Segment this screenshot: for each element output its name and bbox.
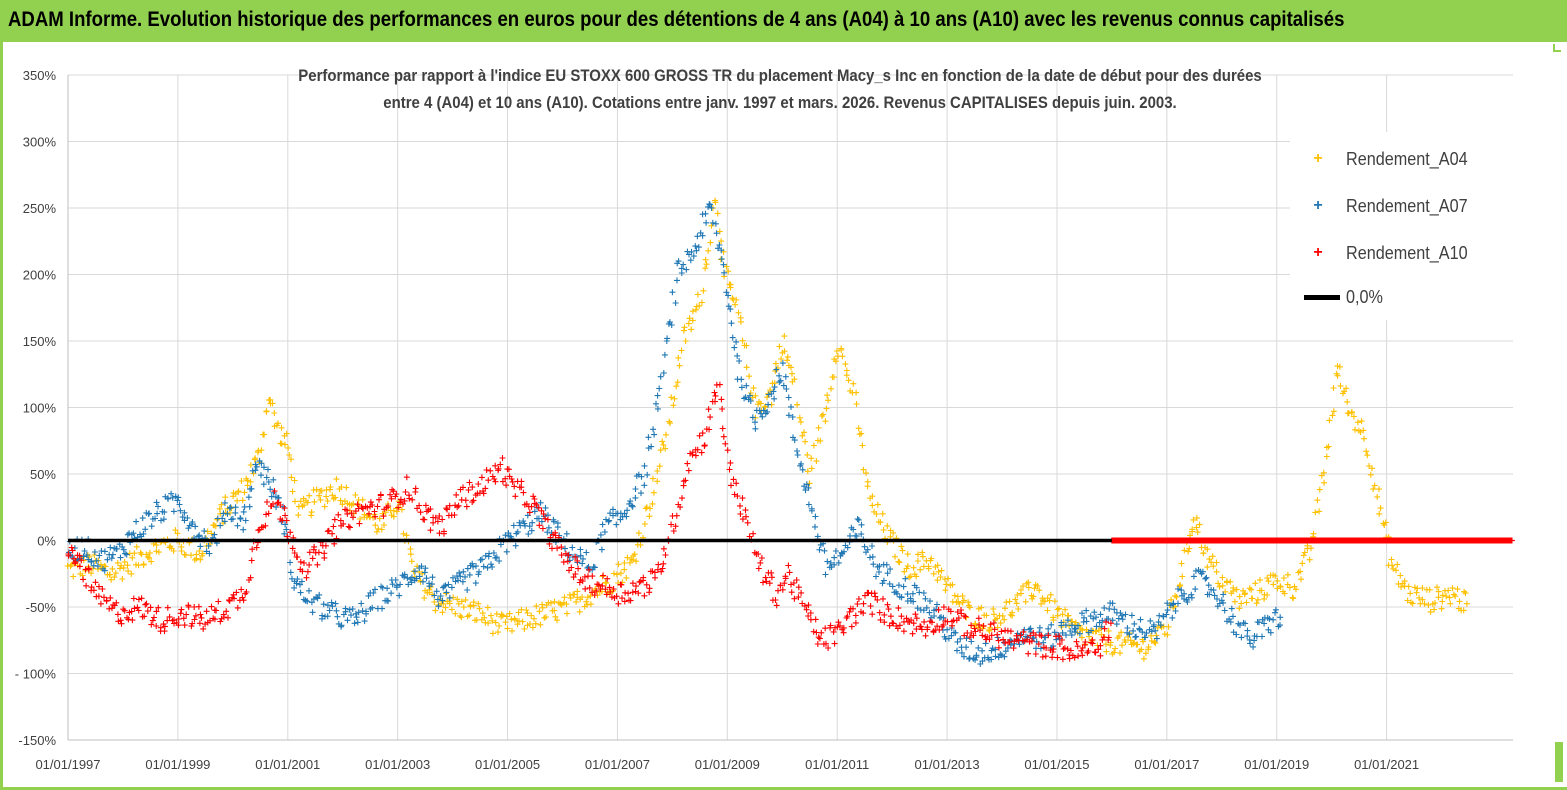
legend-label-zero: 0,0%: [1346, 286, 1383, 307]
x-tick-label: 01/01/2007: [585, 757, 650, 772]
series-a07: [66, 201, 1284, 667]
y-tick-label: 250%: [23, 201, 57, 216]
x-tick-label: 01/01/1999: [145, 757, 210, 772]
legend-label-a10: Rendement_A10: [1346, 242, 1468, 263]
legend-item-a04: + Rendement_A04: [1290, 144, 1530, 174]
x-tick-label: 01/01/2005: [475, 757, 540, 772]
chart-title-line-1: Performance par rapport à l'indice EU ST…: [298, 66, 1262, 85]
x-tick-label: 01/01/2017: [1134, 757, 1199, 772]
series-layer: [64, 197, 1515, 667]
chart-title: Performance par rapport à l'indice EU ST…: [234, 62, 1325, 116]
x-tick-label: 01/01/2013: [915, 757, 980, 772]
data-point-markers: [64, 197, 1470, 662]
y-tick-label: 150%: [23, 334, 57, 349]
legend-item-a10: + Rendement_A10: [1290, 238, 1530, 268]
y-tick-label: -50%: [26, 600, 57, 615]
x-tick-label: 01/01/2015: [1024, 757, 1089, 772]
series-a10: [65, 381, 1114, 663]
x-tick-label: 01/01/2011: [805, 757, 869, 772]
legend-item-zero: 0,0%: [1290, 282, 1530, 312]
tick-label-layer: -150% - 100% -50% 0% 50% 100% 150% 200% 250% 300%…: [15, 68, 1419, 772]
legend-marker-a04: +: [1313, 150, 1323, 167]
corner-bar: [1555, 742, 1563, 782]
series-a10-zero-tail: [1108, 537, 1515, 544]
y-tick-label: 300%: [23, 135, 57, 150]
x-tick-label: 01/01/2009: [695, 757, 760, 772]
x-tick-label: 01/01/2003: [365, 757, 430, 772]
y-tick-label: 200%: [23, 268, 57, 283]
legend: + Rendement_A04 + Rendement_A07 + Rendem…: [1290, 132, 1530, 320]
header-title: ADAM Informe. Evolution historique des p…: [8, 8, 1345, 31]
y-tick-label: -150%: [18, 733, 56, 748]
data-point-markers: [1108, 537, 1515, 544]
legend-marker-a10: +: [1313, 244, 1323, 261]
data-point-markers: [65, 381, 1114, 663]
series-a04: [64, 197, 1470, 662]
y-tick-label: 100%: [23, 401, 57, 416]
chart-title-line-2: entre 4 (A04) et 10 ans (A10). Cotations…: [383, 93, 1177, 112]
legend-label-a07: Rendement_A07: [1346, 195, 1468, 216]
chart-frame: [0, 42, 1567, 790]
y-tick-label: - 100%: [15, 667, 57, 682]
x-tick-label: 01/01/2019: [1244, 757, 1309, 772]
axis-layer: [67, 75, 1513, 741]
corner-mark: [1553, 44, 1561, 52]
y-tick-label: 0%: [37, 534, 56, 549]
legend-marker-zero: [1304, 294, 1340, 300]
header-banner: ADAM Informe. Evolution historique des p…: [0, 0, 1567, 42]
y-tick-label: 50%: [30, 467, 56, 482]
x-tick-label: 01/01/1997: [35, 757, 100, 772]
data-point-markers: [66, 201, 1284, 667]
x-tick-label: 01/01/2001: [255, 757, 320, 772]
legend-marker-a07: +: [1313, 197, 1323, 214]
legend-item-a07: + Rendement_A07: [1290, 191, 1530, 221]
x-tick-label: 01/01/2021: [1354, 757, 1419, 772]
legend-label-a04: Rendement_A04: [1346, 148, 1468, 169]
y-tick-label: 350%: [23, 68, 57, 83]
